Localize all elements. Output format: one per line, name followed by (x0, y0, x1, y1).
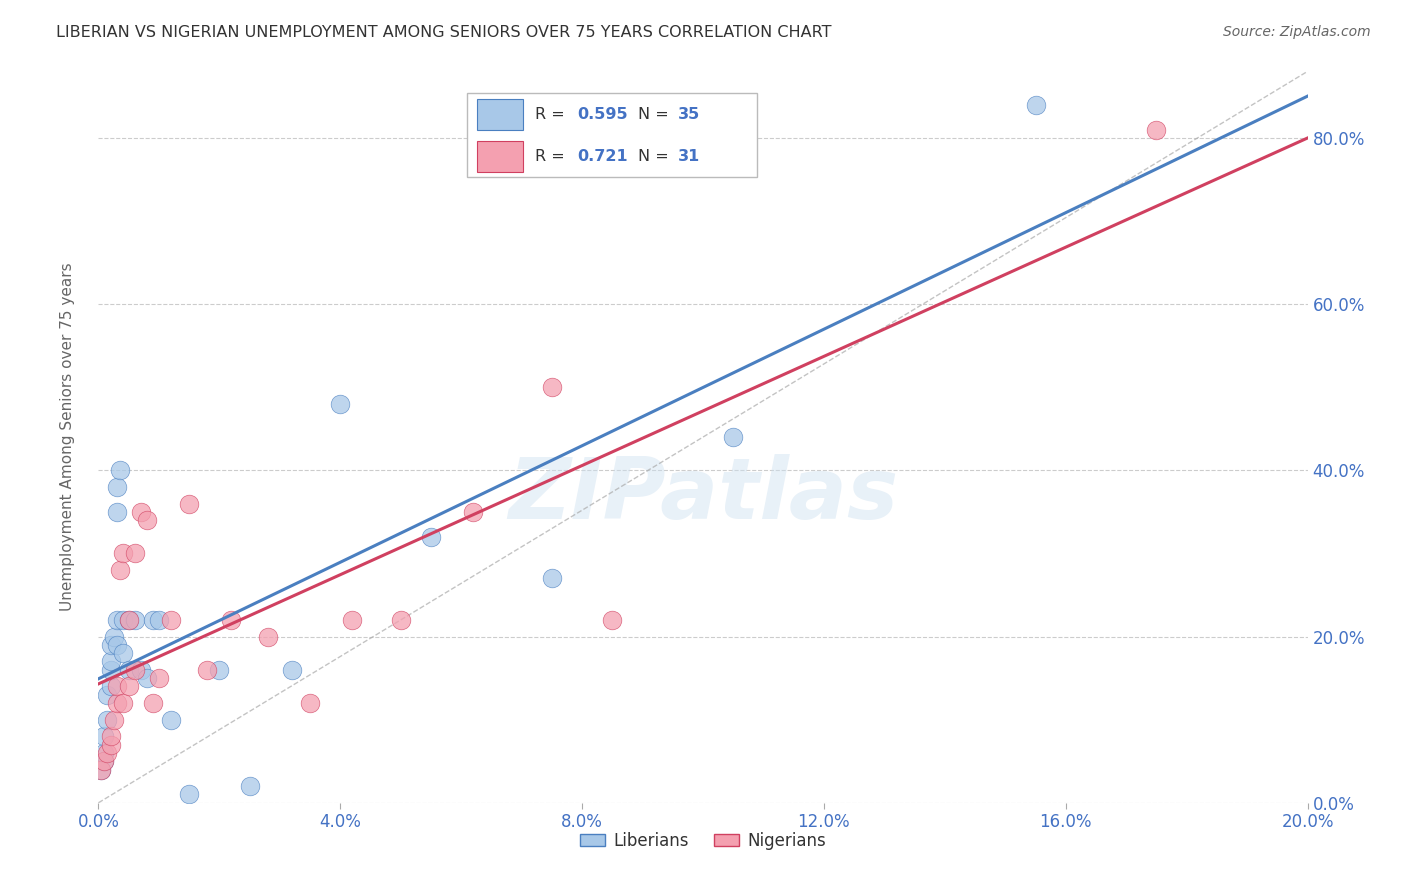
Point (239, 779, 262, 793)
Point (124, 613, 146, 627)
Point (221, 613, 243, 627)
Point (389, 613, 412, 627)
Point (108, 563, 131, 577)
Point (160, 613, 183, 627)
Point (463, 505, 485, 519)
Text: 31: 31 (678, 149, 700, 164)
Point (100, 663, 122, 677)
Point (135, 671, 157, 685)
Text: R =: R = (534, 149, 569, 164)
Point (129, 663, 152, 677)
Point (90, 763, 112, 777)
Point (105, 680, 128, 694)
Point (208, 663, 231, 677)
Legend: Liberians, Nigerians: Liberians, Nigerians (574, 825, 832, 856)
Text: N =: N = (638, 107, 673, 122)
Point (195, 663, 218, 677)
Point (256, 630, 278, 644)
Point (118, 680, 141, 694)
FancyBboxPatch shape (477, 141, 523, 172)
Point (105, 480, 128, 494)
Point (105, 638, 128, 652)
Point (602, 613, 624, 627)
Point (93, 754, 115, 768)
Point (299, 696, 322, 710)
Point (111, 696, 134, 710)
Point (105, 613, 128, 627)
Point (540, 380, 562, 394)
Point (124, 663, 146, 677)
Point (93, 729, 115, 743)
Text: 0.595: 0.595 (578, 107, 628, 122)
Point (93, 746, 115, 760)
Point (96, 713, 118, 727)
Text: ZIPatlas: ZIPatlas (508, 454, 898, 537)
Point (342, 613, 364, 627)
Point (723, 430, 745, 444)
Point (540, 571, 562, 585)
Point (103, 713, 125, 727)
Y-axis label: Unemployment Among Seniors over 75 years: Unemployment Among Seniors over 75 years (60, 263, 75, 611)
Point (179, 497, 201, 511)
Point (118, 613, 141, 627)
Point (96, 688, 118, 702)
Point (118, 613, 141, 627)
Point (148, 613, 170, 627)
Point (111, 546, 134, 560)
Point (111, 646, 134, 660)
Point (96, 746, 118, 760)
Text: 35: 35 (678, 107, 700, 122)
FancyBboxPatch shape (477, 99, 523, 129)
Point (105, 696, 128, 710)
Point (420, 530, 443, 544)
Point (111, 613, 134, 627)
Point (129, 505, 152, 519)
Point (329, 397, 352, 411)
Point (124, 546, 146, 560)
Point (105, 505, 128, 519)
Text: N =: N = (638, 149, 673, 164)
Point (100, 638, 122, 652)
Point (100, 680, 122, 694)
Point (148, 671, 170, 685)
Text: LIBERIAN VS NIGERIAN UNEMPLOYMENT AMONG SENIORS OVER 75 YEARS CORRELATION CHART: LIBERIAN VS NIGERIAN UNEMPLOYMENT AMONG … (56, 25, 832, 40)
Point (100, 729, 122, 743)
Point (103, 630, 125, 644)
Text: R =: R = (534, 107, 569, 122)
Point (108, 463, 131, 477)
Point (142, 696, 165, 710)
Point (100, 655, 122, 669)
Point (160, 713, 183, 727)
Point (142, 613, 165, 627)
Point (281, 663, 304, 677)
Text: 0.721: 0.721 (578, 149, 628, 164)
Text: Source: ZipAtlas.com: Source: ZipAtlas.com (1223, 25, 1371, 39)
Point (179, 788, 201, 802)
Point (1144, 122, 1167, 136)
Point (1024, 97, 1046, 112)
Point (100, 738, 122, 752)
Point (135, 513, 157, 527)
Point (93, 754, 115, 768)
Point (118, 663, 141, 677)
Point (90, 763, 112, 777)
FancyBboxPatch shape (467, 94, 758, 178)
